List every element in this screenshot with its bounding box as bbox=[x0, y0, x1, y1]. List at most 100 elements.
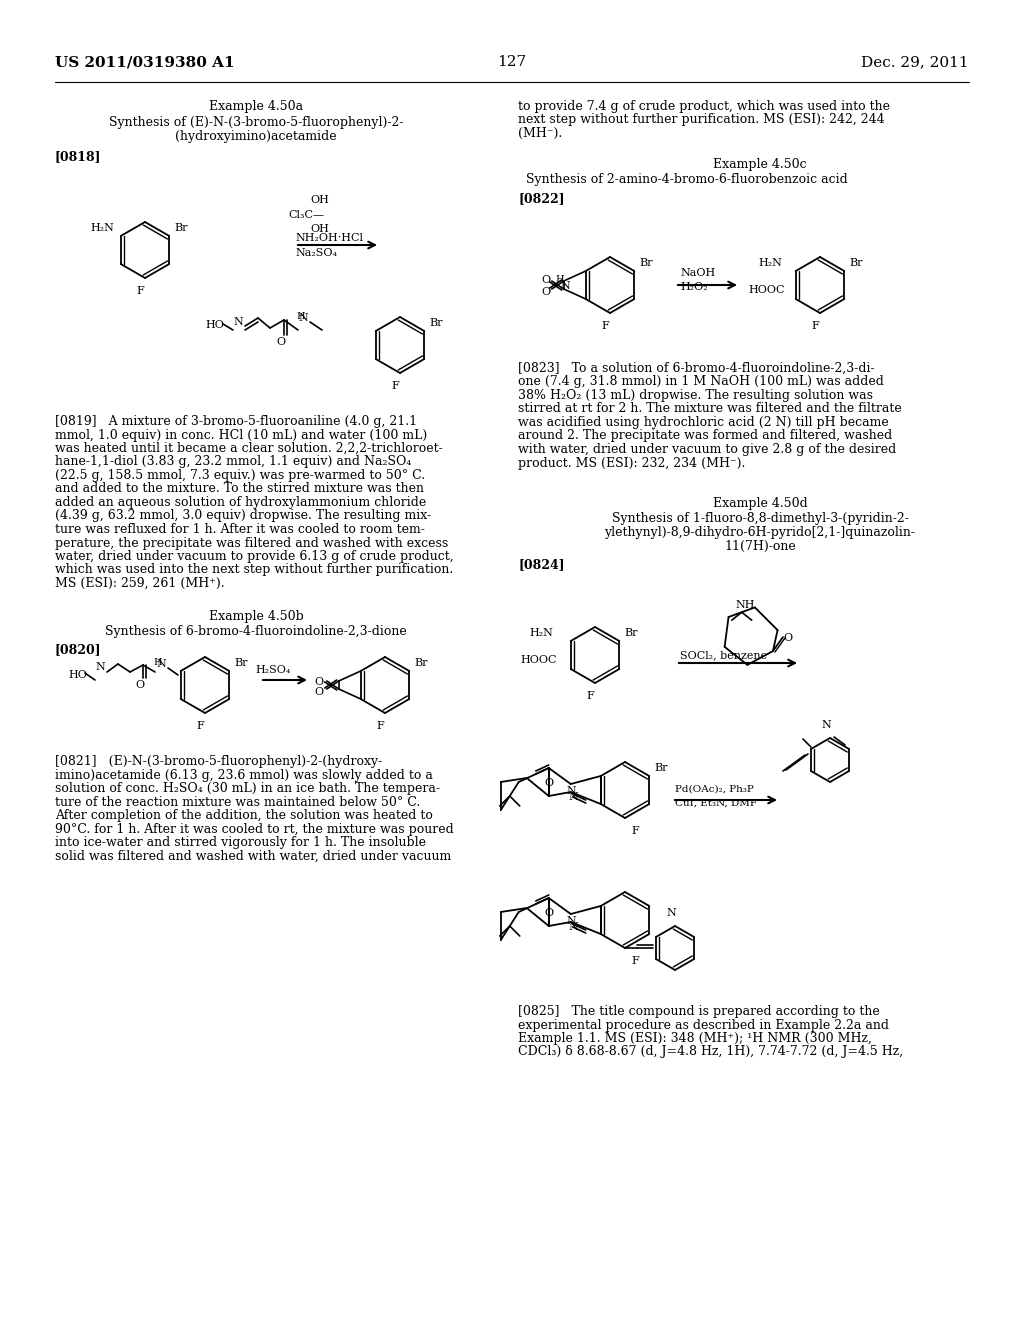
Text: H₂N: H₂N bbox=[529, 628, 553, 638]
Text: added an aqueous solution of hydroxylammonium chloride: added an aqueous solution of hydroxylamm… bbox=[55, 496, 426, 510]
Text: solid was filtered and washed with water, dried under vacuum: solid was filtered and washed with water… bbox=[55, 850, 452, 862]
Text: stirred at rt for 2 h. The mixture was filtered and the filtrate: stirred at rt for 2 h. The mixture was f… bbox=[518, 403, 902, 416]
Text: CDCl₃) δ 8.68-8.67 (d, J=4.8 Hz, 1H), 7.74-7.72 (d, J=4.5 Hz,: CDCl₃) δ 8.68-8.67 (d, J=4.8 Hz, 1H), 7.… bbox=[518, 1045, 903, 1059]
Text: Synthesis of 1-fluoro-8,8-dimethyl-3-(pyridin-2-: Synthesis of 1-fluoro-8,8-dimethyl-3-(py… bbox=[611, 512, 908, 525]
Text: N: N bbox=[233, 317, 243, 327]
Text: [0822]: [0822] bbox=[518, 191, 564, 205]
Text: with water, dried under vacuum to give 2.8 g of the desired: with water, dried under vacuum to give 2… bbox=[518, 444, 896, 455]
Text: was acidified using hydrochloric acid (2 N) till pH became: was acidified using hydrochloric acid (2… bbox=[518, 416, 889, 429]
Text: F: F bbox=[811, 321, 819, 331]
Text: H₂N: H₂N bbox=[90, 223, 114, 234]
Text: [0818]: [0818] bbox=[55, 150, 101, 162]
Text: N: N bbox=[566, 785, 577, 796]
Text: F: F bbox=[586, 690, 594, 701]
Text: H: H bbox=[556, 275, 564, 284]
Text: HOOC: HOOC bbox=[520, 655, 556, 665]
Text: and added to the mixture. To the stirred mixture was then: and added to the mixture. To the stirred… bbox=[55, 483, 424, 495]
Text: (22.5 g, 158.5 mmol, 7.3 equiv.) was pre-warmed to 50° C.: (22.5 g, 158.5 mmol, 7.3 equiv.) was pre… bbox=[55, 469, 425, 482]
Text: O: O bbox=[542, 275, 551, 285]
Text: F: F bbox=[136, 286, 144, 296]
Text: F: F bbox=[601, 321, 609, 331]
Text: F: F bbox=[391, 381, 399, 391]
Text: experimental procedure as described in Example 2.2a and: experimental procedure as described in E… bbox=[518, 1019, 889, 1031]
Text: Synthesis of (E)-N-(3-bromo-5-fluorophenyl)-2-: Synthesis of (E)-N-(3-bromo-5-fluorophen… bbox=[109, 116, 403, 129]
Text: (hydroxyimino)acetamide: (hydroxyimino)acetamide bbox=[175, 129, 337, 143]
Text: O: O bbox=[314, 686, 324, 697]
Text: [0825]   The title compound is prepared according to the: [0825] The title compound is prepared ac… bbox=[518, 1005, 880, 1018]
Text: Example 4.50c: Example 4.50c bbox=[713, 158, 807, 172]
Text: imino)acetamide (6.13 g, 23.6 mmol) was slowly added to a: imino)acetamide (6.13 g, 23.6 mmol) was … bbox=[55, 768, 433, 781]
Text: NH₂OH·HCl: NH₂OH·HCl bbox=[295, 234, 362, 243]
Text: [0823]   To a solution of 6-bromo-4-fluoroindoline-2,3-di-: [0823] To a solution of 6-bromo-4-fluoro… bbox=[518, 362, 874, 375]
Text: product. MS (ESI): 232, 234 (MH⁻).: product. MS (ESI): 232, 234 (MH⁻). bbox=[518, 457, 745, 470]
Text: OH: OH bbox=[310, 195, 329, 205]
Text: ture of the reaction mixture was maintained below 50° C.: ture of the reaction mixture was maintai… bbox=[55, 796, 420, 808]
Text: Br: Br bbox=[639, 257, 652, 268]
Text: to provide 7.4 g of crude product, which was used into the: to provide 7.4 g of crude product, which… bbox=[518, 100, 890, 114]
Text: O: O bbox=[783, 634, 792, 643]
Text: next step without further purification. MS (ESI): 242, 244: next step without further purification. … bbox=[518, 114, 885, 127]
Text: Br: Br bbox=[849, 257, 862, 268]
Text: one (7.4 g, 31.8 mmol) in 1 M NaOH (100 mL) was added: one (7.4 g, 31.8 mmol) in 1 M NaOH (100 … bbox=[518, 375, 884, 388]
Text: O: O bbox=[135, 680, 144, 690]
Text: HO: HO bbox=[205, 319, 224, 330]
Text: Br: Br bbox=[429, 318, 442, 327]
Text: Synthesis of 2-amino-4-bromo-6-fluorobenzoic acid: Synthesis of 2-amino-4-bromo-6-fluoroben… bbox=[526, 173, 848, 186]
Text: Example 4.50a: Example 4.50a bbox=[209, 100, 303, 114]
Text: was heated until it became a clear solution. 2,2,2-trichloroet-: was heated until it became a clear solut… bbox=[55, 442, 442, 455]
Text: Example 4.50d: Example 4.50d bbox=[713, 498, 807, 510]
Text: O: O bbox=[545, 777, 554, 788]
Text: NaOH: NaOH bbox=[680, 268, 715, 279]
Text: Na₂SO₄: Na₂SO₄ bbox=[295, 248, 337, 257]
Text: water, dried under vacuum to provide 6.13 g of crude product,: water, dried under vacuum to provide 6.1… bbox=[55, 550, 454, 564]
Text: O: O bbox=[545, 908, 554, 917]
Text: F: F bbox=[631, 956, 639, 966]
Text: N: N bbox=[561, 281, 570, 290]
Text: H₂N: H₂N bbox=[758, 257, 782, 268]
Text: US 2011/0319380 A1: US 2011/0319380 A1 bbox=[55, 55, 234, 69]
Text: (4.39 g, 63.2 mmol, 3.0 equiv) dropwise. The resulting mix-: (4.39 g, 63.2 mmol, 3.0 equiv) dropwise.… bbox=[55, 510, 431, 523]
Text: hane-1,1-diol (3.83 g, 23.2 mmol, 1.1 equiv) and Na₂SO₄: hane-1,1-diol (3.83 g, 23.2 mmol, 1.1 eq… bbox=[55, 455, 412, 469]
Text: N: N bbox=[156, 659, 166, 669]
Text: [0824]: [0824] bbox=[518, 558, 564, 572]
Text: Example 1.1. MS (ESI): 348 (MH⁺); ¹H NMR (300 MHz,: Example 1.1. MS (ESI): 348 (MH⁺); ¹H NMR… bbox=[518, 1032, 871, 1045]
Text: Example 4.50b: Example 4.50b bbox=[209, 610, 303, 623]
Text: SOCl₂, benzene: SOCl₂, benzene bbox=[680, 649, 767, 660]
Text: NH: NH bbox=[735, 601, 755, 610]
Text: [0820]: [0820] bbox=[55, 643, 101, 656]
Text: N: N bbox=[667, 908, 676, 917]
Text: H₂O₂: H₂O₂ bbox=[680, 282, 708, 292]
Text: N: N bbox=[566, 916, 577, 927]
Text: 38% H₂O₂ (13 mL) dropwise. The resulting solution was: 38% H₂O₂ (13 mL) dropwise. The resulting… bbox=[518, 389, 873, 403]
Text: (MH⁻).: (MH⁻). bbox=[518, 127, 562, 140]
Text: perature, the precipitate was filtered and washed with excess: perature, the precipitate was filtered a… bbox=[55, 536, 449, 549]
Text: [0821]   (E)-N-(3-bromo-5-fluorophenyl)-2-(hydroxy-: [0821] (E)-N-(3-bromo-5-fluorophenyl)-2-… bbox=[55, 755, 382, 768]
Text: [0819]   A mixture of 3-bromo-5-fluoroaniline (4.0 g, 21.1: [0819] A mixture of 3-bromo-5-fluoroanil… bbox=[55, 414, 417, 428]
Text: MS (ESI): 259, 261 (MH⁺).: MS (ESI): 259, 261 (MH⁺). bbox=[55, 577, 224, 590]
Text: into ice-water and stirred vigorously for 1 h. The insoluble: into ice-water and stirred vigorously fo… bbox=[55, 836, 426, 849]
Text: Dec. 29, 2011: Dec. 29, 2011 bbox=[861, 55, 969, 69]
Text: 90°C. for 1 h. After it was cooled to rt, the mixture was poured: 90°C. for 1 h. After it was cooled to rt… bbox=[55, 822, 454, 836]
Text: Br: Br bbox=[624, 628, 638, 638]
Text: H: H bbox=[296, 312, 304, 321]
Text: H₂SO₄: H₂SO₄ bbox=[255, 665, 291, 675]
Text: F: F bbox=[197, 721, 204, 731]
Text: Br: Br bbox=[654, 763, 668, 774]
Text: After completion of the addition, the solution was heated to: After completion of the addition, the so… bbox=[55, 809, 433, 822]
Text: Synthesis of 6-bromo-4-fluoroindoline-2,3-dione: Synthesis of 6-bromo-4-fluoroindoline-2,… bbox=[105, 624, 407, 638]
Text: N: N bbox=[821, 719, 830, 730]
Text: N: N bbox=[298, 313, 308, 323]
Text: N: N bbox=[568, 792, 579, 803]
Text: ylethynyl)-8,9-dihydro-6H-pyrido[2,1-]quinazolin-: ylethynyl)-8,9-dihydro-6H-pyrido[2,1-]qu… bbox=[604, 525, 915, 539]
Text: Br: Br bbox=[414, 657, 427, 668]
Text: O: O bbox=[542, 286, 551, 297]
Text: Cl₃C—: Cl₃C— bbox=[288, 210, 325, 220]
Text: F: F bbox=[376, 721, 384, 731]
Text: H: H bbox=[153, 657, 162, 667]
Text: 11(7H)-one: 11(7H)-one bbox=[724, 540, 796, 553]
Text: Pd(OAc)₂, Ph₃P: Pd(OAc)₂, Ph₃P bbox=[675, 785, 754, 795]
Text: Br: Br bbox=[174, 223, 187, 234]
Text: 127: 127 bbox=[498, 55, 526, 69]
Text: Br: Br bbox=[234, 657, 248, 668]
Text: N: N bbox=[95, 663, 104, 672]
